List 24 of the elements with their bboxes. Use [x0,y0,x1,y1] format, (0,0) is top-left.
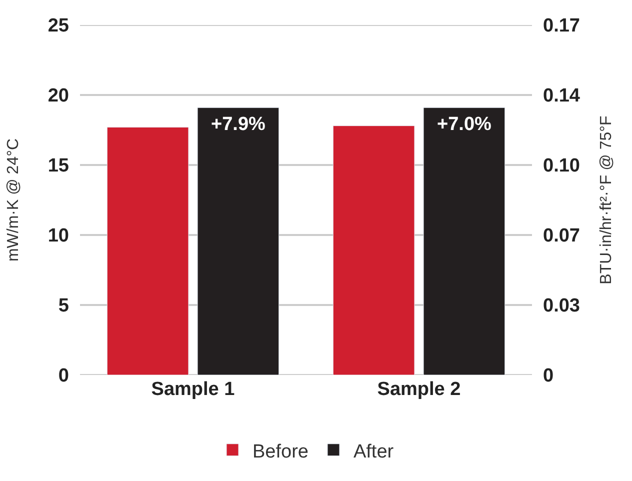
y-axis-title: mW/m·K @ 24°C [4,138,22,262]
y2-axis-title: BTU·in/hr·ft²·°F @ 75°F [598,115,616,284]
y-tick-label: 25 [48,16,70,37]
bar [423,107,506,375]
x-tick-label: Sample 1 [151,379,236,400]
y2-tick-label: 0.07 [543,226,580,247]
annotation: +7.9% [211,114,266,135]
legend-label: After [353,441,394,462]
y-tick-label: 10 [48,226,69,247]
y2-tick-label: 0.17 [543,16,580,37]
y-tick-label: 0 [58,366,69,387]
y2-tick-label: 0 [543,366,554,387]
legend-label: Before [252,441,308,462]
y-tick-label: 20 [48,86,69,107]
bar [106,126,189,375]
x-tick-label: Sample 2 [377,379,461,400]
bar [332,126,415,375]
y2-tick-label: 0.03 [543,296,580,317]
annotation: +7.0% [437,114,492,135]
y-tick-label: 15 [48,156,70,177]
y2-tick-label: 0.10 [543,156,580,177]
y-tick-label: 5 [58,296,70,317]
y2-tick-label: 0.14 [543,86,580,107]
bar [197,107,280,375]
